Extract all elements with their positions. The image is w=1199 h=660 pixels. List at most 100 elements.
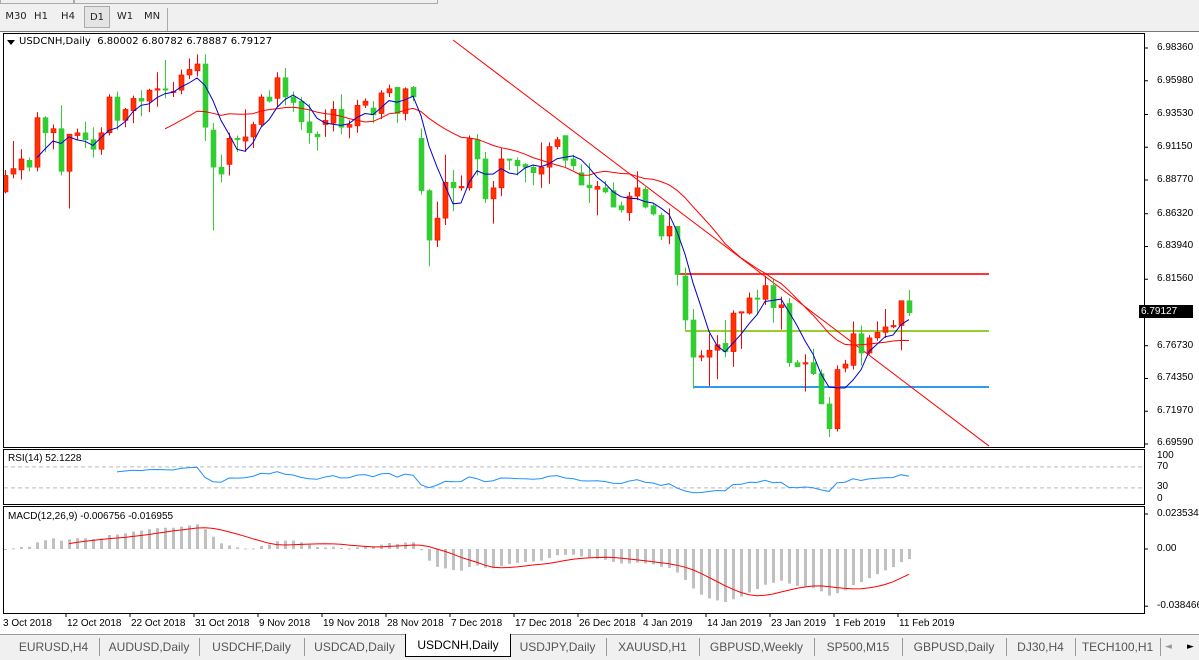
candle-body	[274, 77, 281, 99]
macd-histogram-bar	[260, 545, 263, 549]
candle-body	[594, 186, 601, 190]
macd-histogram-bar	[332, 546, 335, 549]
tab-usdchf-daily[interactable]: USDCHF,Daily	[199, 638, 305, 656]
tab-dj30-h4[interactable]: DJ30,H4	[1006, 638, 1076, 656]
candle	[858, 325, 865, 366]
date-axis-label: 11 Feb 2019	[899, 618, 955, 629]
macd-histogram-bar	[484, 549, 487, 568]
macd-histogram-bar	[548, 549, 551, 558]
candle-body	[394, 87, 401, 114]
timeframe-w1[interactable]: W1	[116, 11, 134, 22]
date-axis-label: 14 Jan 2019	[707, 618, 763, 629]
macd-histogram-bar	[188, 525, 191, 549]
candle-body	[570, 158, 577, 167]
tab-usdjpy-daily[interactable]: USDJPY,Daily	[509, 638, 607, 656]
candle-body	[546, 146, 553, 168]
macd-histogram-bar	[468, 549, 471, 567]
candle	[418, 128, 425, 195]
price-axis-label: 6.69590	[1157, 437, 1194, 448]
candle	[786, 297, 793, 367]
macd-histogram-bar	[772, 549, 775, 583]
candle-body	[4, 175, 9, 193]
candle	[746, 292, 753, 315]
price-axis-label: 6.91150	[1157, 141, 1193, 153]
candle	[834, 365, 841, 432]
candle-body	[426, 190, 433, 241]
macd-histogram-bar	[748, 549, 751, 593]
candle	[498, 147, 505, 197]
candle	[362, 98, 369, 109]
macd-histogram-bar	[908, 549, 911, 560]
macd-histogram-bar	[732, 549, 735, 600]
candle-body	[666, 226, 673, 237]
collapse-triangle-icon[interactable]	[7, 40, 15, 45]
date-axis-label: 9 Nov 2018	[259, 618, 311, 629]
candle-body	[618, 205, 625, 211]
candle-body	[850, 333, 857, 366]
candle-body	[130, 98, 137, 112]
candle	[882, 308, 889, 338]
macd-histogram-bar	[532, 549, 535, 562]
macd-histogram-bar	[76, 538, 79, 549]
macd-axis-label: -0.038466	[1157, 600, 1199, 612]
candle-body	[138, 98, 145, 102]
tab-xauusd-h1[interactable]: XAUUSD,H1	[606, 638, 700, 656]
candle	[202, 54, 209, 142]
tab-eurusd-h4[interactable]: EURUSD,H4	[8, 638, 100, 656]
tab-gbpusd-daily[interactable]: GBPUSD,Daily	[902, 638, 1007, 656]
candle	[642, 185, 649, 209]
candle-body	[146, 89, 153, 102]
candle-body	[82, 132, 89, 140]
candle	[106, 94, 113, 136]
candle-body	[730, 312, 737, 352]
candle-body	[74, 132, 81, 136]
tab-gbpusd-weekly[interactable]: GBPUSD,Weekly	[699, 638, 815, 656]
candle	[554, 136, 561, 150]
candle-body	[466, 137, 473, 189]
candle-body	[34, 117, 41, 168]
candle	[594, 180, 601, 216]
candle-body	[10, 168, 17, 175]
macd-histogram-bar	[876, 549, 879, 575]
candle	[178, 69, 185, 95]
timeframe-mn[interactable]: MN	[143, 11, 161, 22]
timeframe-m30[interactable]: M30	[5, 11, 27, 22]
chart-tabs-bar: EURUSD,H4 AUDUSD,Daily USDCHF,Daily USDCAD,…	[0, 634, 1199, 660]
rsi-label: RSI(14) 52.1228	[8, 453, 82, 464]
candle	[538, 142, 545, 188]
scroll-left-icon[interactable]: ◄	[1165, 642, 1172, 652]
price-axis-label: 6.81560	[1157, 273, 1194, 285]
tab-usdcnh-daily[interactable]: USDCNH,Daily	[405, 634, 511, 657]
macd-histogram-bar	[788, 549, 791, 584]
timeframe-d1[interactable]: D1	[84, 6, 110, 28]
toolbar-divider	[167, 8, 168, 32]
tab-sp500-m15[interactable]: SP500,M15	[814, 638, 903, 656]
timeframe-h1[interactable]: H1	[34, 11, 48, 22]
candle-body	[178, 74, 185, 91]
macd-histogram-bar	[612, 549, 615, 562]
macd-histogram-bar	[252, 548, 255, 550]
date-axis-label: 23 Jan 2019	[771, 618, 827, 629]
tab-audusd-daily[interactable]: AUDUSD,Daily	[99, 638, 200, 656]
macd-histogram-bar	[420, 549, 423, 551]
candle	[114, 91, 121, 131]
timeframe-h4[interactable]: H4	[61, 11, 75, 22]
candle-body	[754, 297, 761, 300]
candle-body	[210, 129, 217, 168]
macd-histogram-bar	[780, 549, 783, 581]
candle	[690, 308, 697, 389]
macd-histogram-bar	[900, 549, 903, 563]
scroll-right-icon[interactable]: ►	[1187, 642, 1194, 652]
candle-body	[506, 158, 513, 161]
candle-body	[186, 69, 193, 76]
candle-body	[242, 136, 249, 142]
candle-body	[50, 128, 57, 134]
tab-tech100-h1[interactable]: TECH100,H1	[1075, 638, 1161, 656]
candle	[10, 141, 17, 179]
candle-body	[18, 158, 25, 171]
candle	[98, 127, 105, 155]
candle-body	[554, 139, 561, 147]
macd-histogram-bar	[668, 549, 671, 568]
tab-usdcad-daily[interactable]: USDCAD,Daily	[304, 638, 406, 656]
